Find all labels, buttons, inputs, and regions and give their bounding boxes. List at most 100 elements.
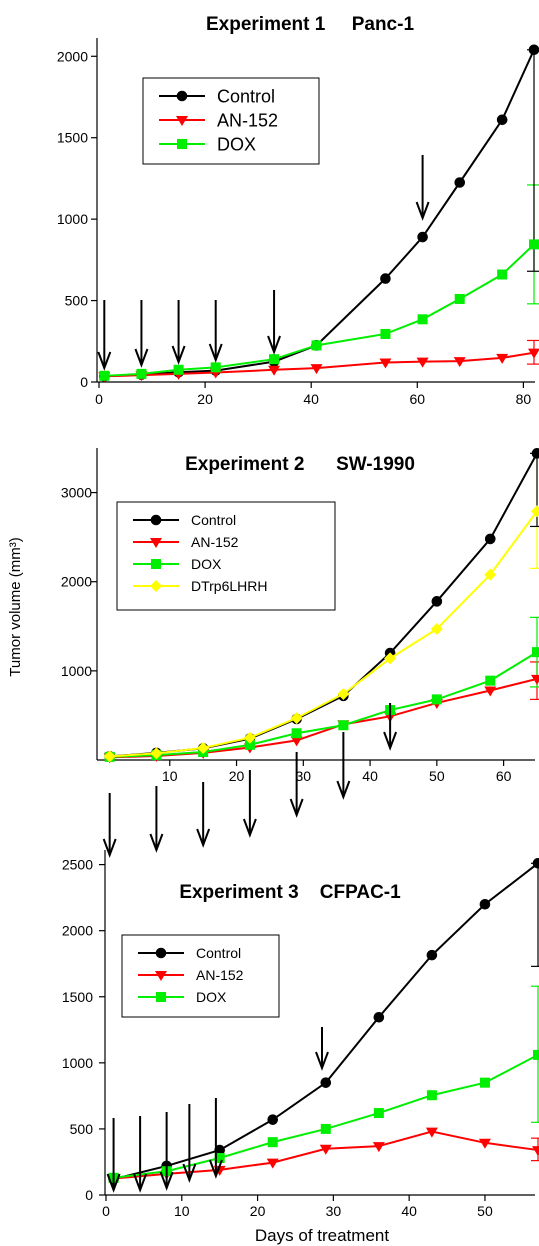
data-point: [290, 712, 303, 725]
x-tick-label: 0: [95, 391, 103, 407]
data-point: [268, 365, 281, 376]
chart-title: Experiment 1 Panc-1: [206, 14, 414, 35]
data-point: [532, 1146, 539, 1157]
data-point: [103, 750, 116, 763]
y-tick-label: 1000: [61, 663, 92, 679]
treatment-arrow-head: [196, 828, 211, 848]
data-point: [478, 1138, 491, 1149]
data-point: [210, 362, 221, 373]
panel-experiment-2: Experiment 2 SW-1990 1000 2000 3000 10 20 30 4…: [61, 448, 539, 858]
data-point: [150, 538, 162, 548]
series-dox: [99, 239, 539, 381]
treatment-arrow-head: [106, 1173, 121, 1193]
series-line: [109, 651, 538, 758]
data-point: [177, 139, 187, 149]
data-point: [320, 1077, 332, 1088]
x-tick-label: 40: [401, 1203, 417, 1219]
data-point: [197, 741, 210, 754]
data-point: [373, 1011, 385, 1023]
data-point: [380, 273, 391, 284]
series-an-152: [98, 348, 539, 383]
data-point: [426, 949, 438, 961]
x-tick-label: 40: [303, 391, 319, 407]
x-tick-label: 40: [362, 768, 378, 784]
legend: Control AN-152 DOX: [121, 934, 280, 1018]
data-point: [454, 177, 466, 188]
data-point: [155, 971, 167, 981]
data-point: [244, 739, 255, 750]
x-tick-label: 60: [496, 768, 512, 784]
legend-label: Control: [191, 512, 236, 528]
legend-label: Control: [217, 86, 275, 106]
treatment-arrow-head: [171, 345, 186, 365]
treatment-arrow-head: [208, 343, 223, 363]
x-tick-label: 0: [102, 1203, 110, 1219]
y-tick-label: 2000: [62, 923, 93, 939]
data-point: [533, 1049, 539, 1060]
data-point: [430, 622, 443, 635]
treatment-arrow-head: [133, 1173, 148, 1193]
data-point: [267, 1114, 279, 1125]
x-axis-label: Days of treatment: [255, 1226, 389, 1245]
data-point: [496, 353, 509, 364]
chart-title: Experiment 2 SW-1990: [185, 454, 415, 475]
data-point: [484, 533, 496, 545]
data-point: [156, 992, 166, 1002]
treatment-arrow-head: [149, 833, 164, 853]
legend-label: DOX: [196, 989, 227, 1005]
data-point: [150, 580, 162, 592]
x-tick-label: 10: [162, 768, 178, 784]
y-tick-label: 1500: [62, 989, 93, 1005]
treatment-arrow-head: [415, 201, 430, 221]
y-tick-label: 1000: [57, 211, 88, 227]
x-tick-label: 20: [250, 1203, 266, 1219]
x-tick-label: 50: [429, 768, 445, 784]
series-line: [104, 243, 535, 377]
data-point: [269, 354, 280, 365]
series-dtrp6lhrh: [103, 505, 539, 763]
y-tick-label: 3000: [61, 485, 92, 501]
data-point: [431, 596, 443, 607]
data-point: [416, 357, 429, 368]
legend-label: AN-152: [196, 967, 244, 983]
series-an-152: [103, 674, 539, 764]
series-line: [113, 1054, 539, 1179]
series-dox: [108, 1049, 539, 1183]
data-point: [267, 1137, 278, 1148]
data-point: [479, 898, 491, 910]
x-tick-label: 80: [516, 391, 532, 407]
y-tick-label: 2000: [57, 48, 88, 64]
data-point: [214, 1152, 225, 1163]
treatment-arrow-head: [315, 1051, 329, 1071]
data-point: [176, 90, 188, 102]
legend: Control AN-152 DOX: [142, 77, 320, 165]
x-tick-label: 20: [197, 391, 213, 407]
legend-label: AN-152: [191, 534, 239, 550]
treatment-arrow-head: [102, 838, 117, 858]
treatment-arrow-head: [383, 731, 398, 751]
data-point: [496, 114, 508, 126]
data-point: [372, 1142, 385, 1153]
data-point: [529, 239, 539, 250]
y-tick-label: 500: [65, 293, 89, 309]
treatment-arrow-head: [159, 1171, 174, 1191]
treatment-arrow-head: [182, 1163, 197, 1183]
data-point: [426, 1090, 437, 1101]
series-an-152: [107, 1127, 539, 1185]
treatment-arrow-head: [97, 351, 112, 371]
data-point: [531, 505, 539, 518]
legend: Control AN-152 DOX DTrp6LHRH: [116, 501, 336, 611]
data-point: [425, 1127, 438, 1138]
treatment-arrow-head: [336, 780, 351, 800]
data-point: [266, 1158, 279, 1169]
data-point: [379, 358, 392, 369]
data-point: [531, 674, 539, 685]
data-point: [373, 1108, 384, 1119]
series-control: [108, 857, 539, 1185]
data-point: [532, 647, 539, 658]
data-point: [291, 728, 302, 739]
legend-label: Control: [196, 945, 241, 961]
legend-label: AN-152: [217, 110, 278, 130]
series-line: [109, 677, 538, 759]
